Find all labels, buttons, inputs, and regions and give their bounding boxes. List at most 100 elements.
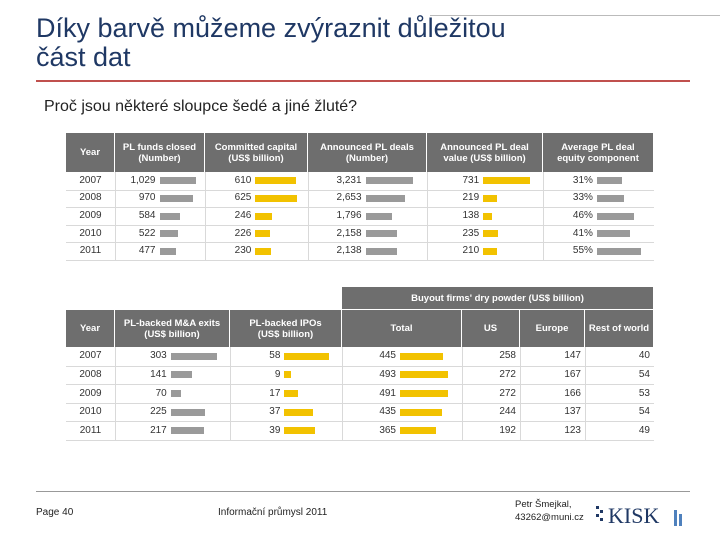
column-header: Year: [66, 133, 115, 172]
cell-text: 219: [462, 192, 480, 204]
cell-text: 192: [499, 424, 516, 436]
cell-text: 970: [138, 192, 156, 204]
bar: [365, 194, 405, 202]
column-header: Committed capital (US$ billion): [205, 133, 308, 172]
logo-text: KISK: [608, 503, 659, 528]
bar: [255, 177, 296, 185]
bar: [159, 177, 196, 185]
bar: [483, 194, 498, 202]
cell-text: 2010: [79, 406, 102, 418]
column-rule: [205, 172, 206, 260]
cell-text: 365: [379, 424, 396, 436]
header-line: Year: [79, 147, 101, 158]
cell-text: 46%: [572, 210, 593, 221]
cell-text: 17: [269, 387, 281, 399]
cell-text: 235: [462, 227, 480, 239]
header-line: Announced PL deals: [320, 141, 414, 153]
bar: [365, 247, 398, 255]
cell-text: 70: [155, 387, 167, 399]
cell-text: 217: [150, 424, 167, 436]
cell-text: 123: [564, 424, 581, 436]
row-rule: [66, 421, 654, 423]
bar: [170, 390, 182, 397]
row-rule: [66, 440, 654, 441]
column-header: Europe: [520, 310, 585, 347]
header-line: (Number): [345, 152, 389, 164]
cell-text: 2009: [79, 210, 102, 221]
cell-text: 166: [564, 387, 581, 399]
cell-text: 610: [234, 174, 252, 186]
cell-text: 2008: [79, 368, 102, 380]
header-line: PL-backed M&A exits: [123, 317, 221, 329]
cell-text: 625: [234, 192, 252, 204]
cell-text: 54: [638, 406, 650, 418]
bar: [596, 247, 642, 255]
cell-text: 147: [564, 350, 581, 362]
footer-author: Petr Šmejkal, 43262@muni.cz: [515, 498, 584, 524]
cell-text: 272: [499, 387, 516, 399]
bar: [159, 194, 194, 202]
title-line: část dat: [36, 42, 131, 72]
cell-text: 493: [379, 368, 396, 380]
cell-text: 40: [638, 350, 650, 362]
cell-text: 2007: [79, 174, 102, 186]
bar: [483, 212, 492, 220]
cell-text: 210: [462, 245, 480, 257]
cell-text: 58: [269, 350, 281, 362]
cell-text: 522: [138, 227, 156, 239]
bar: [159, 212, 180, 220]
cell-text: 167: [564, 368, 581, 380]
column-header: US: [462, 310, 520, 347]
row-rule: [66, 260, 654, 261]
bar: [159, 247, 177, 255]
header-line: (US$ billion): [144, 328, 200, 340]
bar: [596, 194, 624, 202]
column-header: Total: [342, 310, 462, 347]
cell-text: 9: [274, 368, 281, 380]
cell-text: 584: [138, 210, 156, 221]
header-line: Committed capital: [214, 141, 298, 153]
column-header: Year: [66, 310, 115, 347]
cell-text: 55%: [572, 245, 593, 257]
bar: [400, 352, 444, 360]
column-header: PL-backed IPOs (US$ billion): [230, 310, 342, 347]
column-rule: [115, 172, 116, 260]
cell-text: 2,138: [336, 245, 362, 257]
bar: [284, 390, 298, 397]
cell-text: 37: [269, 406, 281, 418]
bar: [400, 408, 443, 416]
bar: [255, 247, 271, 255]
subtitle: Proč jsou některé sloupce šedé a jiné žl…: [44, 98, 358, 115]
bar: [170, 352, 217, 360]
bar: [596, 212, 635, 220]
cell-text: 246: [234, 210, 252, 221]
column-header: PL-backed M&A exits (US$ billion): [115, 310, 230, 347]
row-rule: [66, 242, 654, 244]
cell-text: 2,158: [336, 227, 362, 239]
column-header: Announced PL deal value (US$ billion): [427, 133, 543, 172]
column-rule: [230, 347, 231, 440]
cell-text: 226: [234, 227, 252, 239]
cell-text: 1,029: [130, 174, 156, 186]
cell-text: 491: [379, 387, 396, 399]
row-rule: [66, 207, 654, 209]
author-email: 43262@muni.cz: [515, 512, 584, 523]
bar: [255, 212, 272, 220]
bar: [159, 230, 178, 238]
cell-text: 33%: [572, 192, 593, 204]
row-rule: [66, 402, 654, 404]
column-rule: [342, 347, 343, 440]
header-line: PL-backed IPOs: [249, 317, 322, 329]
column-rule: [585, 347, 586, 440]
column-rule: [462, 347, 463, 440]
header-line: (US$ billion): [228, 152, 284, 164]
cell-text: 272: [499, 368, 516, 380]
footer-rule: [36, 491, 690, 492]
header-line: Total: [390, 323, 413, 334]
cell-text: 435: [379, 406, 396, 418]
cell-text: 303: [150, 350, 167, 362]
cell-text: 258: [499, 350, 516, 362]
column-header: Average PL deal equity component: [543, 133, 654, 172]
bar: [284, 408, 313, 416]
